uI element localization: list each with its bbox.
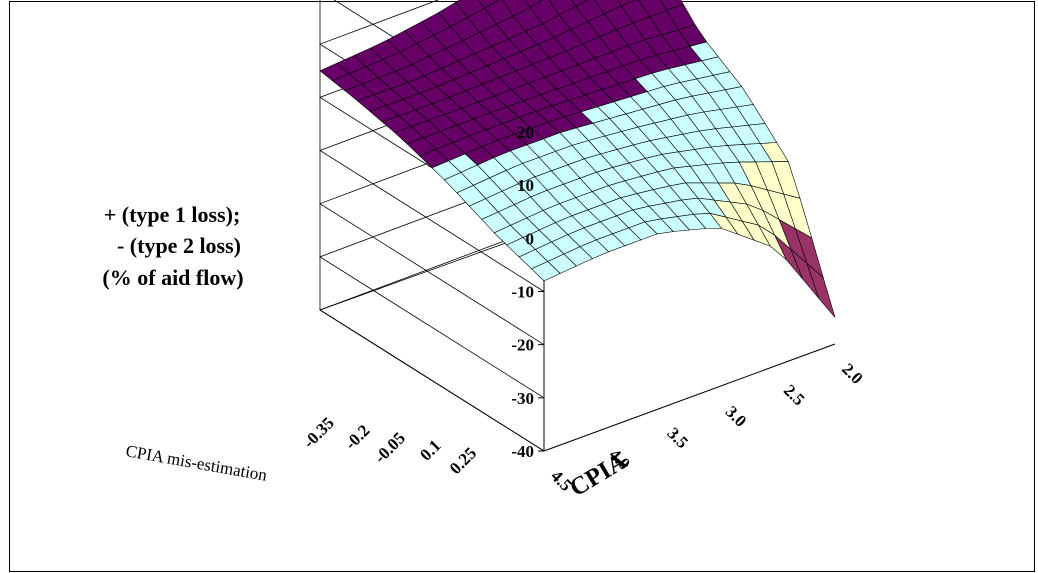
z-tick-label: 0 bbox=[526, 229, 535, 248]
surface-mesh bbox=[319, 0, 836, 318]
y-axis-line bbox=[319, 309, 545, 452]
x-tick-label: 2.0 bbox=[838, 359, 866, 387]
x-tick-label: 3.5 bbox=[664, 424, 692, 452]
y-tick-label: 0.1 bbox=[416, 436, 444, 464]
z-tick-label: 10 bbox=[517, 176, 534, 195]
y-tick-label: -0.05 bbox=[371, 428, 409, 466]
z-tick-label: -40 bbox=[511, 442, 534, 461]
x-tick-label: 2.5 bbox=[780, 381, 808, 409]
y-axis-label: CPIA mis-estimation bbox=[124, 441, 269, 485]
x-tick-label: 3.0 bbox=[722, 402, 750, 430]
z-tick-label: -20 bbox=[511, 336, 534, 355]
y-tick-label: 0.25 bbox=[446, 443, 480, 477]
z-axis-label-line-1: + (type 1 loss); bbox=[104, 202, 241, 227]
z-tick-label: -30 bbox=[511, 389, 534, 408]
x-axis-line bbox=[543, 343, 836, 452]
x-axis-label: CPIA bbox=[565, 448, 631, 503]
y-tick-label: -0.35 bbox=[299, 413, 337, 451]
surface-cell bbox=[806, 262, 836, 318]
z-axis-label-line-3: (% of aid flow) bbox=[102, 265, 243, 290]
y-tick-label: -0.2 bbox=[341, 421, 373, 453]
z-axis-label-line-2: - (type 2 loss) bbox=[117, 233, 241, 258]
z-tick-label: -10 bbox=[511, 283, 534, 302]
z-tick-label: 20 bbox=[517, 123, 534, 142]
